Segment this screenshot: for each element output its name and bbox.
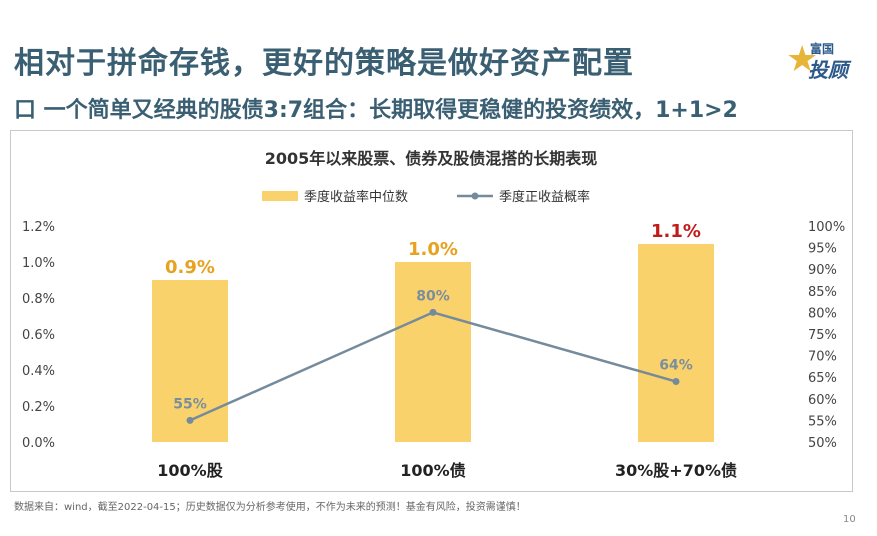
y-right-tick-label: 65%	[808, 371, 837, 386]
brand-logo: ★ 富国 投顾	[786, 39, 866, 83]
bar-data-label: 1.0%	[408, 239, 458, 260]
legend-line-marker	[471, 192, 479, 200]
line-data-label: 80%	[416, 288, 450, 304]
bar-data-label: 1.1%	[651, 221, 701, 242]
y-right-tick-label: 70%	[808, 350, 837, 365]
logo-top-text: 富国	[810, 42, 835, 56]
line-point	[429, 308, 437, 316]
page-number: 10	[843, 514, 856, 525]
legend-line-label: 季度正收益概率	[499, 189, 590, 205]
y-right-tick-label: 55%	[808, 414, 837, 429]
x-tick-label: 100%债	[400, 461, 465, 480]
x-tick-label: 30%股+70%债	[615, 461, 737, 480]
legend-bar-swatch	[262, 191, 298, 201]
y-right-tick-label: 75%	[808, 328, 837, 343]
y-left-tick-label: 1.0%	[22, 256, 55, 271]
bar	[395, 262, 471, 442]
legend-bar-label: 季度收益率中位数	[304, 189, 408, 205]
y-right-tick-label: 100%	[808, 220, 845, 235]
bar	[152, 280, 228, 442]
line-data-label: 64%	[659, 358, 693, 374]
y-right-tick-label: 90%	[808, 263, 837, 278]
x-tick-label: 100%股	[157, 461, 223, 480]
star-icon: ★	[786, 39, 819, 80]
y-left-tick-label: 0.0%	[22, 436, 55, 451]
y-left-tick-label: 0.4%	[22, 364, 55, 379]
y-right-tick-label: 50%	[808, 436, 837, 451]
y-left-tick-label: 0.2%	[22, 400, 55, 415]
y-right-tick-label: 60%	[808, 393, 837, 408]
logo-main-text: 投顾	[808, 58, 848, 82]
page-subtitle: 口 一个简单又经典的股债3:7组合：长期取得更稳健的投资绩效，1+1>2	[14, 98, 738, 123]
bar-data-label: 0.9%	[165, 257, 215, 278]
footnote: 数据来自：wind，截至2022-04-15；历史数据仅为分析参考使用，不作为未…	[14, 502, 526, 513]
chart-title: 2005年以来股票、债券及股债混搭的长期表现	[265, 149, 598, 168]
line-point	[186, 416, 194, 424]
y-left-tick-label: 1.2%	[22, 220, 55, 235]
y-left-tick-label: 0.6%	[22, 328, 55, 343]
y-left-tick-label: 0.8%	[22, 292, 55, 307]
line-data-label: 55%	[173, 396, 207, 412]
chart-frame	[10, 130, 853, 492]
y-right-tick-label: 95%	[808, 242, 837, 257]
bar	[638, 244, 714, 442]
y-right-tick-label: 80%	[808, 306, 837, 321]
line-point	[672, 378, 680, 386]
y-right-tick-label: 85%	[808, 285, 837, 300]
page-title: 相对于拼命存钱，更好的策略是做好资产配置	[14, 46, 634, 81]
